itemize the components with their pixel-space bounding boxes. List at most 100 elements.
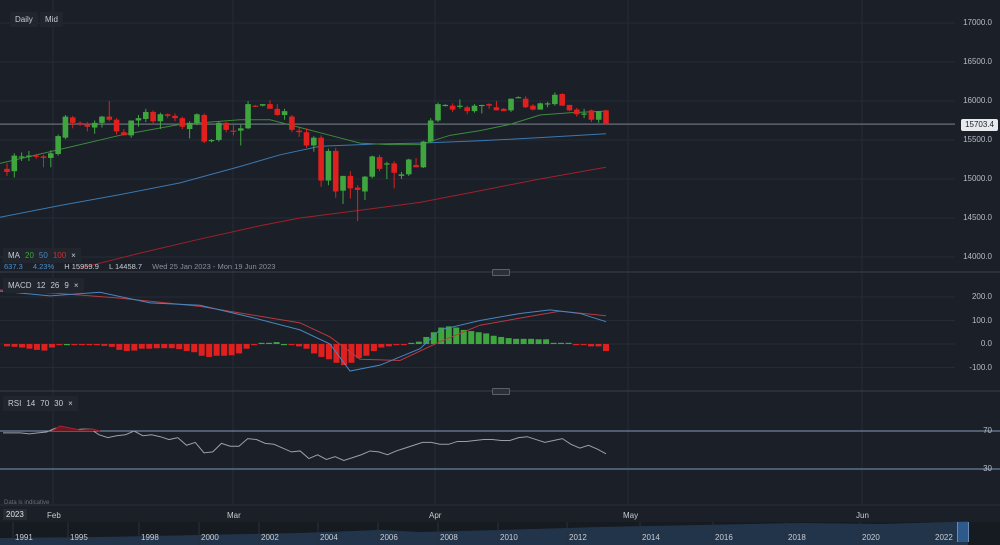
candle[interactable]	[442, 104, 449, 107]
candle[interactable]	[486, 103, 492, 109]
candle[interactable]	[413, 157, 419, 168]
candle[interactable]	[325, 148, 332, 186]
candle[interactable]	[289, 115, 295, 133]
candle[interactable]	[493, 101, 500, 111]
candle[interactable]	[479, 104, 485, 114]
candle[interactable]	[369, 155, 376, 179]
macd-bar	[63, 344, 70, 346]
candle[interactable]	[208, 139, 215, 143]
candle[interactable]	[405, 158, 412, 176]
candle[interactable]	[435, 102, 441, 123]
candle[interactable]	[26, 150, 32, 162]
macd-bar	[408, 342, 415, 345]
candle[interactable]	[559, 93, 565, 106]
candle[interactable]	[142, 108, 149, 123]
candle[interactable]	[522, 96, 529, 109]
candle[interactable]	[515, 96, 522, 99]
candle[interactable]	[398, 171, 405, 179]
candle[interactable]	[4, 163, 10, 176]
candle[interactable]	[354, 185, 361, 222]
candle[interactable]	[603, 109, 609, 125]
interval-button[interactable]: Daily	[10, 12, 38, 27]
candle[interactable]	[274, 104, 281, 116]
candle[interactable]	[164, 113, 171, 119]
candle[interactable]	[281, 108, 288, 120]
candle[interactable]	[121, 129, 127, 136]
candle[interactable]	[384, 161, 390, 179]
candle[interactable]	[237, 124, 244, 146]
candle[interactable]	[40, 154, 47, 168]
candle[interactable]	[376, 154, 383, 172]
ma-close-icon[interactable]: ×	[71, 251, 76, 260]
candle[interactable]	[77, 121, 83, 126]
candle[interactable]	[11, 153, 18, 178]
candle[interactable]	[55, 134, 61, 156]
candle[interactable]	[595, 111, 602, 123]
candle[interactable]	[471, 104, 478, 113]
candle[interactable]	[449, 103, 456, 112]
candle[interactable]	[128, 120, 134, 138]
candle[interactable]	[230, 125, 237, 136]
candle[interactable]	[179, 116, 186, 130]
candle[interactable]	[508, 98, 514, 112]
navigator[interactable]: 1991 1995 1998 2000 2002 2004 2006 2008 2010 2012…	[0, 521, 1000, 545]
candle[interactable]	[201, 113, 208, 144]
candle[interactable]	[530, 104, 536, 111]
candle[interactable]	[588, 109, 595, 123]
candle[interactable]	[347, 171, 354, 199]
candle[interactable]	[318, 135, 324, 187]
candle[interactable]	[552, 92, 558, 106]
candle[interactable]	[69, 115, 76, 129]
candle[interactable]	[464, 105, 471, 115]
candle[interactable]	[362, 175, 368, 201]
candle[interactable]	[245, 101, 251, 130]
pane-resize-handle-2[interactable]	[492, 388, 510, 395]
rsi-close-icon[interactable]: ×	[68, 399, 73, 408]
candle[interactable]	[84, 122, 91, 132]
candle[interactable]	[537, 102, 544, 110]
candle[interactable]	[457, 99, 463, 109]
candle[interactable]	[566, 104, 573, 112]
candle[interactable]	[48, 150, 54, 168]
candle[interactable]	[303, 128, 310, 148]
macd-bar	[78, 344, 85, 346]
macd-bar	[146, 344, 153, 349]
candle[interactable]	[296, 127, 302, 137]
price-type-button[interactable]: Mid	[40, 12, 63, 27]
candle[interactable]	[62, 115, 69, 140]
candle[interactable]	[573, 108, 580, 117]
candle[interactable]	[332, 147, 339, 198]
candle[interactable]	[267, 100, 273, 109]
candle[interactable]	[259, 104, 266, 107]
ma-20-label: 20	[25, 251, 34, 260]
macd-bar	[543, 339, 550, 344]
pane-resize-handle[interactable]	[492, 269, 510, 276]
macd-bar	[93, 344, 100, 346]
candle[interactable]	[427, 118, 434, 144]
candle[interactable]	[544, 101, 551, 108]
candle[interactable]	[91, 120, 98, 134]
candle[interactable]	[135, 115, 142, 127]
candle[interactable]	[186, 121, 193, 139]
candle[interactable]	[420, 140, 427, 169]
candle[interactable]	[216, 121, 222, 142]
candle[interactable]	[99, 115, 105, 128]
candle[interactable]	[18, 152, 25, 162]
navigator-range-handle[interactable]	[957, 522, 969, 542]
candle[interactable]	[252, 104, 259, 107]
candle[interactable]	[172, 113, 178, 122]
candle[interactable]	[223, 122, 229, 133]
candle[interactable]	[106, 101, 113, 122]
candle[interactable]	[581, 108, 587, 119]
candle[interactable]	[33, 154, 40, 159]
candle[interactable]	[194, 113, 200, 126]
candle[interactable]	[340, 175, 346, 204]
candle[interactable]	[391, 161, 397, 189]
candle[interactable]	[157, 112, 164, 130]
candle[interactable]	[500, 108, 507, 112]
candle[interactable]	[150, 110, 156, 125]
candle[interactable]	[311, 136, 317, 152]
candle[interactable]	[113, 118, 120, 135]
macd-close-icon[interactable]: ×	[73, 281, 79, 290]
